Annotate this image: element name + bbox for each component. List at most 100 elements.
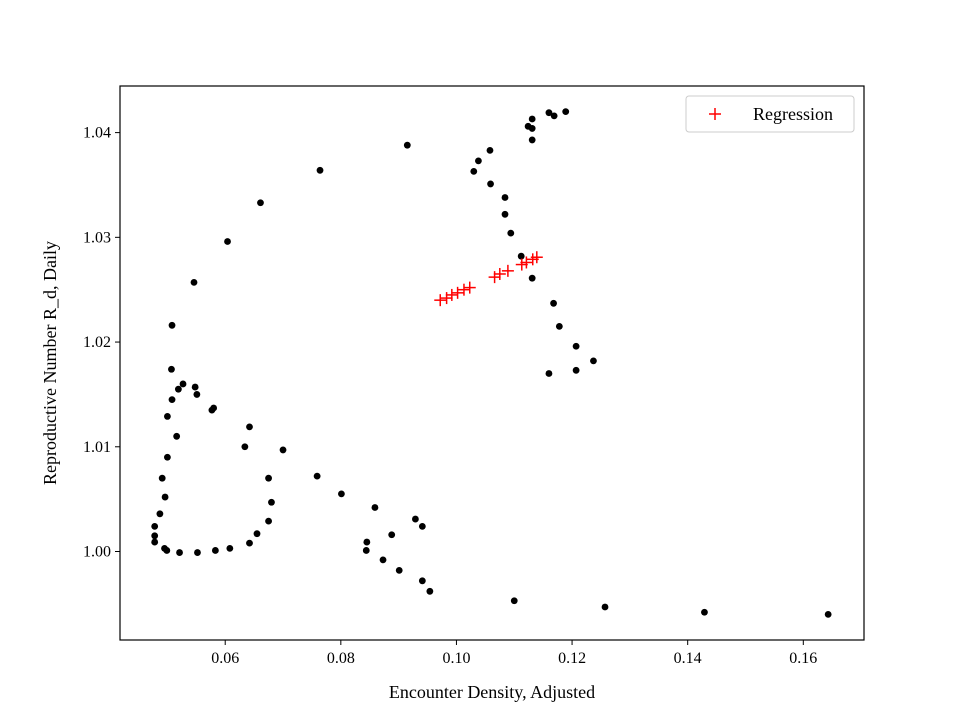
data-point (208, 406, 216, 414)
regression-point (520, 256, 533, 269)
data-point (279, 446, 287, 454)
x-axis: 0.06 0.08 0.10 0.12 0.14 0.16 (211, 640, 817, 667)
y-tick-label: 1.04 (83, 125, 111, 142)
regression-point (445, 288, 458, 301)
data-point (562, 108, 570, 116)
data-point (338, 490, 345, 498)
data-point (313, 472, 321, 480)
data-point (590, 357, 597, 365)
data-point (168, 321, 176, 329)
regression-point (501, 264, 514, 277)
plot-area (120, 86, 864, 640)
data-point (174, 385, 182, 393)
y-tick-label: 1.00 (83, 544, 111, 561)
data-point (179, 380, 187, 388)
data-point (507, 229, 515, 237)
data-point (550, 299, 557, 307)
data-point (510, 597, 518, 605)
data-point (550, 112, 558, 120)
x-tick-label: 0.16 (789, 650, 817, 667)
data-point (701, 608, 708, 616)
black-series-group (151, 108, 832, 618)
data-point (163, 547, 171, 554)
data-point (246, 539, 253, 547)
data-point (601, 603, 609, 611)
data-point (316, 166, 324, 174)
data-point (190, 278, 198, 286)
data-point (501, 210, 509, 218)
data-point (156, 510, 164, 518)
data-point (379, 556, 387, 564)
data-point (501, 194, 509, 201)
legend: Regression (685, 95, 855, 133)
x-axis-label: Encounter Density, Adjusted (389, 682, 595, 702)
plot-frame (119, 85, 865, 641)
data-point (545, 370, 553, 377)
data-point (528, 115, 536, 123)
data-point (412, 515, 419, 523)
x-tick-label: 0.14 (674, 650, 702, 667)
y-axis: 1.00 1.01 1.02 1.03 1.04 (83, 125, 120, 561)
data-point (545, 109, 553, 117)
data-point (265, 474, 272, 482)
data-point (475, 157, 482, 165)
data-point (164, 453, 171, 461)
data-point (224, 238, 231, 245)
data-point (426, 587, 434, 595)
data-point (528, 274, 536, 282)
legend-box (685, 95, 855, 133)
data-point (168, 396, 176, 404)
data-point (151, 538, 159, 546)
legend-plus-icon (709, 108, 721, 120)
x-tick-label: 0.08 (327, 650, 355, 667)
data-point (168, 365, 175, 373)
data-point (528, 136, 536, 144)
regression-point (530, 251, 543, 264)
data-point (528, 125, 536, 132)
data-point (371, 504, 379, 511)
data-point (173, 432, 181, 440)
y-tick-label: 1.01 (83, 439, 111, 456)
data-point (176, 549, 183, 556)
regression-series-group (434, 251, 543, 307)
data-point (246, 423, 253, 431)
data-point (241, 443, 249, 451)
data-point (572, 342, 580, 350)
data-point (194, 549, 201, 556)
regression-point (440, 292, 453, 305)
regression-point (451, 286, 464, 299)
regression-point (463, 281, 476, 294)
legend-entry-regression: Regression (753, 104, 833, 124)
data-point (161, 493, 169, 501)
data-point (211, 547, 219, 554)
data-point (487, 180, 494, 188)
data-point (572, 366, 580, 374)
data-point (257, 199, 264, 207)
data-point (362, 547, 370, 554)
data-point (486, 147, 494, 154)
data-point (418, 522, 426, 530)
regression-point (493, 267, 506, 280)
regression-point (457, 283, 470, 296)
data-point (555, 322, 563, 330)
x-tick-label: 0.10 (442, 650, 470, 667)
data-point (191, 383, 199, 391)
data-point (403, 141, 411, 149)
data-point (470, 167, 478, 175)
data-point (517, 252, 525, 260)
data-point (363, 538, 371, 546)
data-point (268, 498, 275, 506)
y-axis-label: Reproductive Number R_d, Daily (40, 241, 60, 485)
regression-point (488, 271, 501, 284)
x-tick-label: 0.12 (558, 650, 586, 667)
data-point (265, 517, 272, 525)
y-tick-label: 1.03 (83, 229, 111, 246)
data-point (824, 610, 832, 618)
x-tick-label: 0.06 (211, 650, 239, 667)
regression-point (434, 294, 447, 307)
data-point (253, 530, 261, 538)
y-tick-label: 1.02 (83, 334, 111, 351)
data-point (158, 474, 166, 482)
data-point (418, 577, 426, 585)
